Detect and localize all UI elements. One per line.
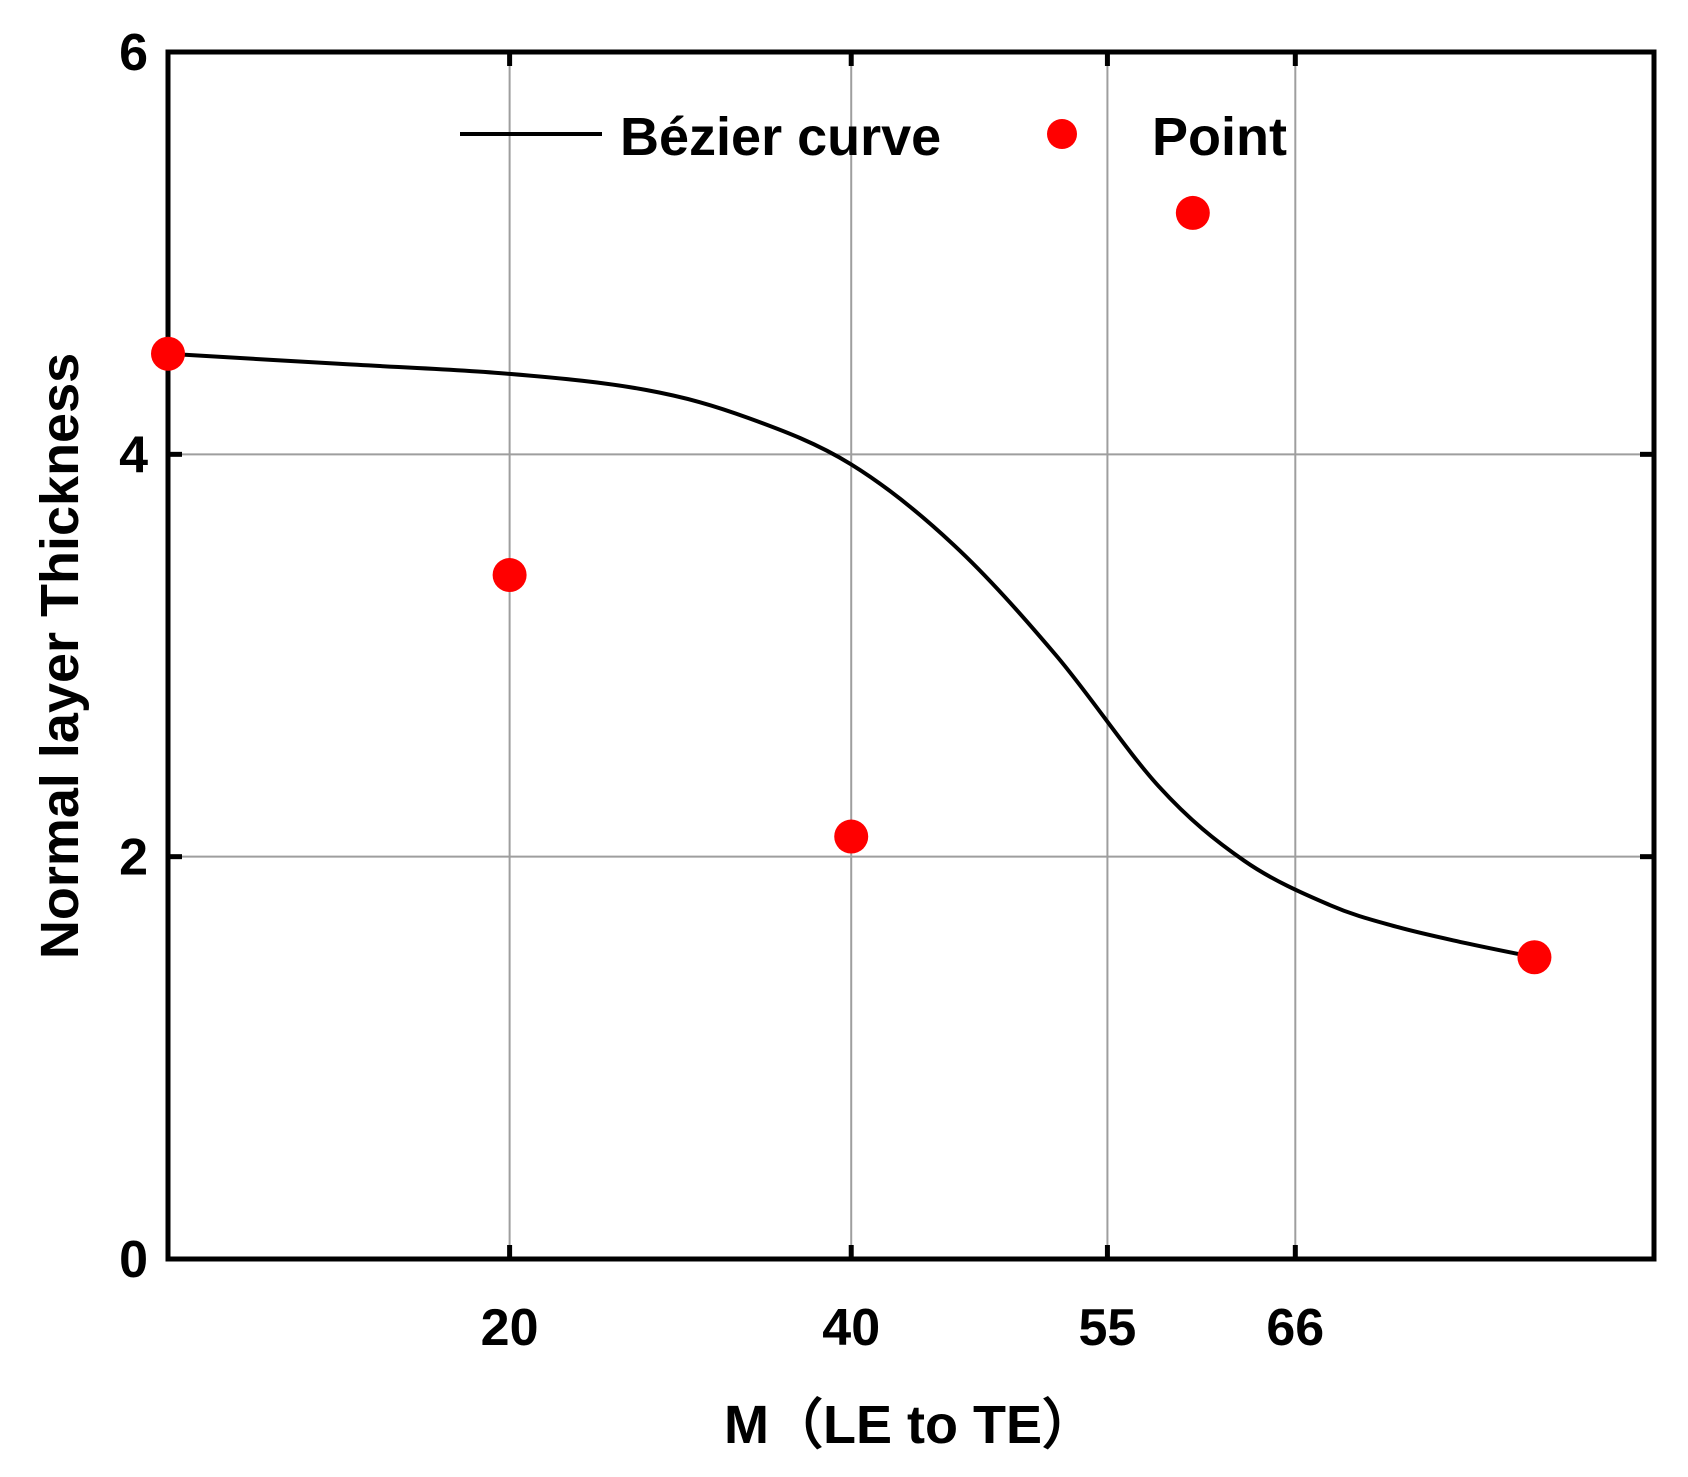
- point-marker: [1517, 940, 1552, 975]
- axes: [165, 49, 1657, 1262]
- x-tick-label: 66: [1266, 1299, 1324, 1357]
- grid-lines: [168, 52, 1654, 1259]
- x-tick-label: 55: [1079, 1299, 1137, 1357]
- bezier-curve-line: [167, 351, 1535, 960]
- y-tick-label: 6: [119, 24, 148, 82]
- legend-label-point: Point: [1152, 107, 1287, 167]
- x-tick-label: 40: [822, 1299, 880, 1357]
- y-tick-label: 2: [119, 829, 148, 887]
- ticks: 20 40 55 66 0 2 4 6: [119, 24, 1654, 1357]
- y-tick-label: 4: [119, 426, 148, 484]
- point-marker: [492, 558, 527, 593]
- legend-point-swatch: [1047, 119, 1077, 149]
- plot-frame: [165, 49, 1657, 1262]
- points-layer: [151, 195, 1552, 975]
- point-marker: [1175, 195, 1210, 230]
- y-tick-label: 0: [119, 1231, 148, 1289]
- point-marker: [151, 336, 185, 371]
- x-tick-label: 20: [481, 1299, 539, 1357]
- curve-layer: [167, 351, 1535, 960]
- y-axis-label: Normal layer Thickness: [30, 353, 90, 959]
- legend: Bézier curve Point: [460, 107, 1287, 167]
- legend-label-bezier: Bézier curve: [620, 107, 941, 167]
- point-marker: [834, 819, 869, 854]
- x-axis-label: M（LE to TE）: [724, 1395, 1096, 1455]
